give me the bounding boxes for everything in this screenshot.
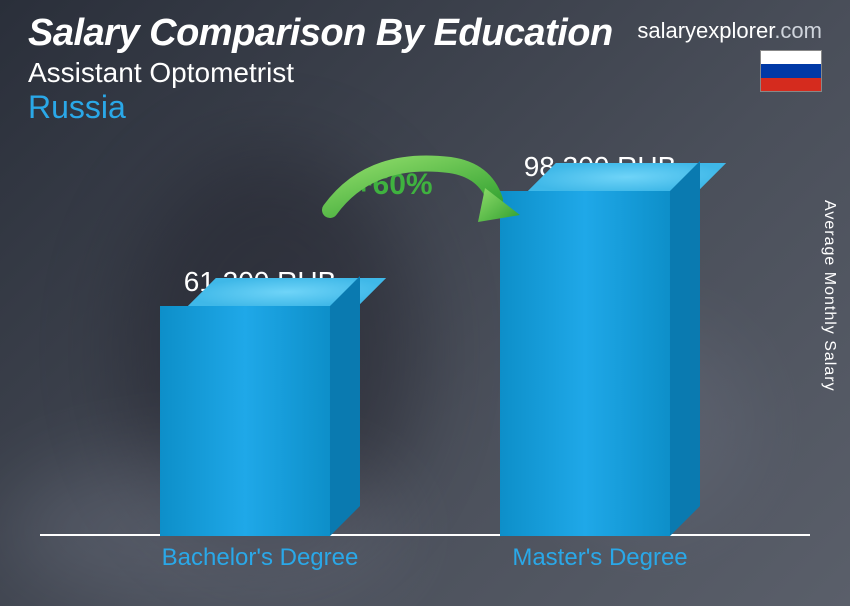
brand-label: salaryexplorer.com <box>637 18 822 44</box>
job-title: Assistant Optometrist <box>28 57 822 89</box>
flag-stripe <box>761 51 821 64</box>
flag-stripe <box>761 78 821 91</box>
y-axis-label: Average Monthly Salary <box>820 200 838 392</box>
bar-category-label: Master's Degree <box>470 544 730 572</box>
bar-category-label: Bachelor's Degree <box>130 544 390 572</box>
brand-name: salaryexplorer <box>637 18 774 43</box>
bar-shape <box>160 306 360 536</box>
country-flag-icon <box>760 50 822 92</box>
flag-stripe <box>761 64 821 77</box>
country-label: Russia <box>28 89 822 126</box>
bar-shape <box>500 191 700 536</box>
brand-suffix: .com <box>774 18 822 43</box>
delta-arrow-icon <box>310 150 530 250</box>
